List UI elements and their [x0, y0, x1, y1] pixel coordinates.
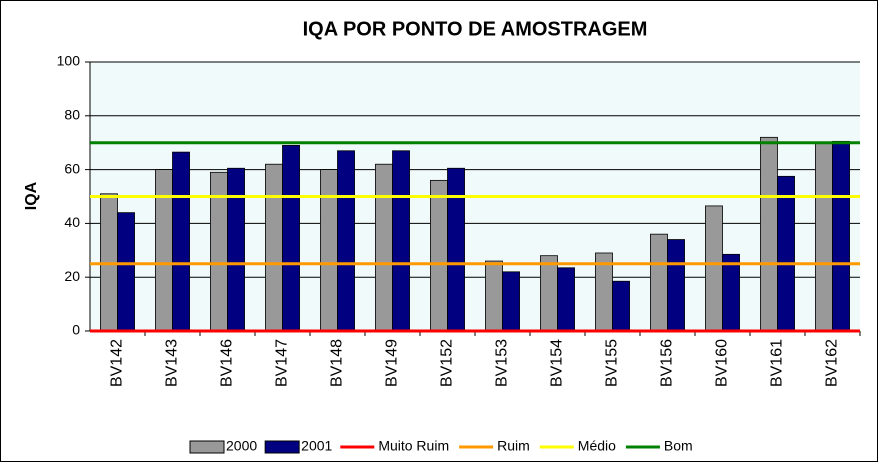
bar [320, 169, 338, 332]
legend-label: Muito Ruim [378, 438, 449, 454]
x-tick-label: BV143 [164, 339, 181, 387]
x-tick-label: BV148 [329, 339, 346, 387]
legend-swatch [264, 440, 300, 454]
bar [227, 167, 245, 332]
bar [282, 144, 300, 332]
x-tick-label: BV160 [714, 339, 731, 387]
y-tick-label: 60 [64, 160, 80, 176]
y-tick-label: 100 [57, 53, 81, 69]
bar [557, 267, 575, 332]
x-tick-label: BV155 [604, 339, 621, 387]
chart-title: IQA POR PONTO DE AMOSTRAGEM [303, 18, 648, 40]
bar [117, 212, 135, 332]
bar [447, 167, 465, 332]
bar [722, 253, 740, 332]
bar [375, 163, 393, 332]
y-tick-label: 20 [64, 268, 80, 284]
x-tick-label: BV149 [384, 339, 401, 387]
bar [265, 163, 283, 332]
bar [612, 280, 630, 332]
x-tick-label: BV156 [659, 339, 676, 387]
bar [392, 150, 410, 332]
bar [430, 179, 448, 332]
bar [667, 239, 685, 332]
bar [172, 151, 190, 332]
bar [337, 150, 355, 332]
bar [540, 255, 558, 332]
bar [502, 271, 520, 332]
bar [760, 136, 778, 332]
legend-label: Médio [578, 438, 616, 454]
y-tick-label: 40 [64, 214, 80, 230]
legend-swatch [189, 440, 225, 454]
legend-label: Bom [664, 438, 693, 454]
x-tick-label: BV146 [219, 339, 236, 387]
legend-label: 2001 [301, 438, 332, 454]
x-tick-label: BV154 [549, 339, 566, 387]
x-tick-label: BV161 [769, 339, 786, 387]
bar [485, 260, 503, 332]
y-tick-label: 0 [72, 322, 80, 338]
bar [650, 233, 668, 332]
bar [155, 169, 173, 332]
x-tick-label: BV162 [824, 339, 841, 387]
x-tick-label: BV153 [494, 339, 511, 387]
x-tick-label: BV152 [439, 339, 456, 387]
bar [705, 205, 723, 332]
y-axis-label: IQA [23, 181, 40, 210]
bar [832, 140, 850, 332]
bar [815, 142, 833, 332]
y-tick-label: 80 [64, 107, 80, 123]
x-tick-label: BV142 [109, 339, 126, 387]
legend-label: Ruim [497, 438, 530, 454]
legend-label: 2000 [226, 438, 257, 454]
x-tick-label: BV147 [274, 339, 291, 387]
bar [777, 175, 795, 332]
